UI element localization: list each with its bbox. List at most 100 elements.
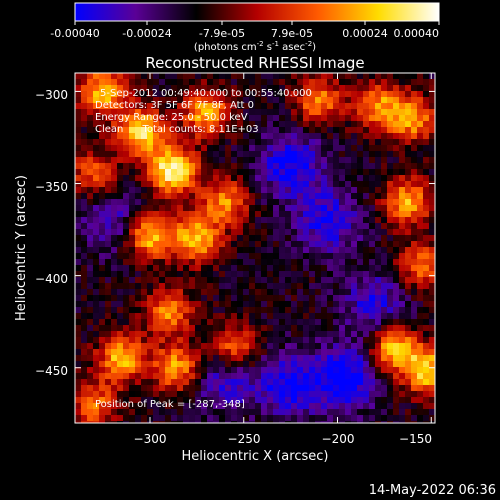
- heatmap-cell: [327, 313, 334, 320]
- heatmap-cell: [303, 109, 310, 116]
- heatmap-cell: [93, 385, 100, 392]
- heatmap-cell: [213, 253, 220, 260]
- heatmap-cell: [81, 139, 88, 146]
- heatmap-cell: [159, 211, 166, 218]
- heatmap-cell: [141, 133, 148, 140]
- heatmap-cell: [279, 223, 286, 230]
- heatmap-cell: [351, 277, 358, 284]
- heatmap-cell: [105, 229, 112, 236]
- heatmap-cell: [351, 331, 358, 338]
- heatmap-cell: [429, 379, 435, 386]
- heatmap-cell: [129, 229, 136, 236]
- heatmap-cell: [369, 97, 376, 104]
- heatmap-cell: [183, 163, 190, 170]
- heatmap-cell: [393, 349, 400, 356]
- heatmap-cell: [321, 223, 328, 230]
- heatmap-cell: [213, 367, 220, 374]
- heatmap-cell: [363, 403, 370, 410]
- heatmap-cell: [357, 157, 364, 164]
- heatmap-cell: [189, 127, 196, 134]
- heatmap-cell: [411, 109, 418, 116]
- heatmap-cell: [135, 385, 142, 392]
- heatmap-cell: [123, 97, 130, 104]
- heatmap-cell: [357, 271, 364, 278]
- heatmap-cell: [351, 253, 358, 260]
- heatmap-cell: [177, 349, 184, 356]
- heatmap-cell: [105, 361, 112, 368]
- heatmap-cell: [405, 325, 412, 332]
- heatmap-cell: [177, 307, 184, 314]
- heatmap-cell: [375, 409, 382, 416]
- heatmap-cell: [171, 313, 178, 320]
- heatmap-cell: [105, 145, 112, 152]
- heatmap-cell: [417, 205, 424, 212]
- heatmap-cell: [297, 103, 304, 110]
- heatmap-cell: [321, 307, 328, 314]
- heatmap-cell: [405, 151, 412, 158]
- heatmap-cell: [411, 199, 418, 206]
- heatmap-cell: [105, 409, 112, 416]
- heatmap-cell: [279, 211, 286, 218]
- heatmap-cell: [201, 421, 208, 423]
- heatmap-cell: [243, 355, 250, 362]
- heatmap-cell: [399, 259, 406, 266]
- heatmap-cell: [147, 253, 154, 260]
- heatmap-cell: [87, 157, 94, 164]
- heatmap-cell: [237, 145, 244, 152]
- heatmap-cell: [339, 139, 346, 146]
- heatmap-cell: [111, 313, 118, 320]
- heatmap-cell: [297, 193, 304, 200]
- heatmap-cell: [387, 163, 394, 170]
- heatmap-cell: [153, 253, 160, 260]
- heatmap-cell: [369, 385, 376, 392]
- heatmap-cell: [249, 397, 256, 404]
- heatmap-cell: [369, 127, 376, 134]
- heatmap-cell: [75, 271, 82, 278]
- heatmap-cell: [273, 157, 280, 164]
- heatmap-cell: [123, 259, 130, 266]
- heatmap-cell: [387, 343, 394, 350]
- heatmap-cell: [303, 73, 310, 80]
- heatmap-cell: [219, 349, 226, 356]
- heatmap-cell: [411, 187, 418, 194]
- heatmap-cell: [219, 253, 226, 260]
- heatmap-cell: [159, 277, 166, 284]
- heatmap-cell: [159, 295, 166, 302]
- heatmap-cell: [225, 211, 232, 218]
- heatmap-cell: [255, 217, 262, 224]
- heatmap-cell: [255, 205, 262, 212]
- heatmap-cell: [369, 229, 376, 236]
- heatmap-cell: [387, 97, 394, 104]
- heatmap-cell: [213, 181, 220, 188]
- heatmap-cell: [153, 115, 160, 122]
- heatmap-cell: [429, 313, 435, 320]
- heatmap-cell: [129, 313, 136, 320]
- heatmap-cell: [405, 145, 412, 152]
- heatmap-cell: [267, 133, 274, 140]
- heatmap-cell: [273, 79, 280, 86]
- heatmap-cell: [87, 301, 94, 308]
- heatmap-cell: [297, 211, 304, 218]
- heatmap-cell: [87, 271, 94, 278]
- heatmap-cell: [345, 301, 352, 308]
- heatmap-cell: [141, 307, 148, 314]
- heatmap-cell: [261, 223, 268, 230]
- heatmap-cell: [393, 127, 400, 134]
- heatmap-cell: [171, 229, 178, 236]
- heatmap-cell: [411, 223, 418, 230]
- heatmap-cell: [81, 253, 88, 260]
- heatmap-cell: [231, 181, 238, 188]
- heatmap-cell: [333, 157, 340, 164]
- heatmap-cell: [81, 91, 88, 98]
- heatmap-cell: [429, 253, 435, 260]
- heatmap-cell: [285, 319, 292, 326]
- heatmap-cell: [375, 421, 382, 423]
- heatmap-cell: [159, 169, 166, 176]
- heatmap-cell: [279, 277, 286, 284]
- heatmap-cell: [327, 331, 334, 338]
- heatmap-cell: [207, 175, 214, 182]
- heatmap-cell: [111, 109, 118, 116]
- heatmap-cell: [321, 91, 328, 98]
- heatmap-cell: [417, 133, 424, 140]
- heatmap-cell: [267, 139, 274, 146]
